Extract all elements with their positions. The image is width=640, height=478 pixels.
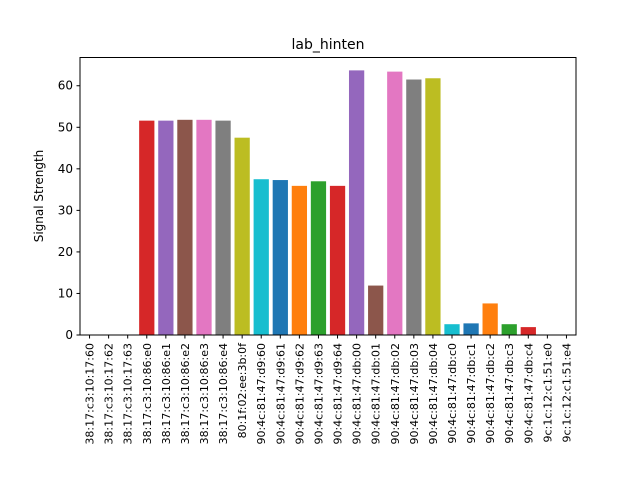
bar — [158, 120, 174, 335]
x-tick-label: 38:17:c3:10:86:e2 — [179, 343, 192, 444]
x-tick-label: 90:4c:81:47:d9:63 — [312, 343, 325, 445]
x-tick-label: 90:4c:81:47:db:04 — [427, 343, 440, 445]
y-tick-label: 10 — [58, 286, 73, 300]
y-tick-label: 50 — [58, 120, 73, 134]
x-tick-label: 38:17:c3:10:17:62 — [103, 343, 116, 445]
x-tick-label: 90:4c:81:47:db:c2 — [484, 343, 497, 444]
y-axis: 0 10 20 30 40 50 60 — [58, 79, 80, 342]
bar — [348, 70, 365, 335]
bar — [482, 303, 498, 335]
bar — [272, 180, 288, 335]
plot-area-frame — [79, 57, 577, 336]
x-tick-label: 90:4c:81:47:db:03 — [408, 343, 421, 445]
x-tick-label: 90:4c:81:47:d9:61 — [274, 343, 287, 445]
y-tick-label: 0 — [65, 328, 73, 342]
x-tick-label: 38:17:c3:10:17:60 — [84, 343, 97, 445]
bar — [387, 71, 403, 336]
bar — [425, 78, 441, 336]
x-tick-label: 38:17:c3:10:86:e0 — [141, 343, 154, 444]
x-tick-label: 90:4c:81:47:db:02 — [389, 343, 402, 445]
y-tick-label: 60 — [58, 79, 73, 93]
x-tick-label: 38:17:c3:10:17:63 — [122, 343, 135, 445]
x-tick-label: 80:1f:02:ee:3b:0f — [236, 342, 249, 439]
x-tick-label: 90:4c:81:47:d9:60 — [255, 343, 268, 445]
x-tick-label: 9c:1c:12:c1:51:e0 — [541, 343, 554, 442]
bar — [177, 119, 193, 335]
bar — [368, 285, 384, 335]
y-tick-label: 40 — [58, 162, 73, 176]
x-tick-label: 90:4c:81:47:db:00 — [351, 343, 364, 445]
bar — [234, 137, 250, 335]
x-tick-label: 90:4c:81:47:d9:64 — [332, 343, 345, 445]
x-tick-label: 38:17:c3:10:86:e4 — [217, 343, 230, 444]
x-tick-label: 90:4c:81:47:db:c0 — [446, 343, 459, 444]
bar — [463, 323, 479, 335]
y-tick-label: 30 — [58, 203, 73, 217]
bar — [253, 179, 269, 335]
x-tick-label: 90:4c:81:47:db:c4 — [522, 343, 535, 444]
y-tick-label: 20 — [58, 245, 73, 259]
x-tick-label: 90:4c:81:47:db:01 — [370, 343, 383, 445]
bar — [444, 324, 460, 335]
x-tick-label: 90:4c:81:47:db:c3 — [503, 343, 516, 444]
bar — [196, 119, 212, 335]
y-axis-label: Signal Strength — [32, 150, 46, 243]
bar — [139, 120, 155, 335]
x-tick-label: 90:4c:81:47:d9:62 — [293, 343, 306, 445]
x-tick-label: 90:4c:81:47:db:c1 — [465, 343, 478, 444]
chart-title: lab_hinten — [292, 37, 365, 53]
bar — [329, 185, 346, 335]
x-tick-label: 38:17:c3:10:86:e3 — [198, 343, 211, 444]
bar — [215, 120, 231, 335]
x-tick-label: 38:17:c3:10:86:e1 — [160, 343, 173, 444]
bars-group — [139, 70, 536, 336]
bar — [501, 324, 517, 335]
x-axis: 38:17:c3:10:17:60 38:17:c3:10:17:62 38:17:… — [84, 335, 573, 445]
bar — [520, 327, 536, 335]
bar — [291, 185, 308, 335]
bar — [406, 79, 422, 336]
bar — [310, 181, 327, 335]
x-tick-label: 9c:1c:12:c1:51:e4 — [560, 343, 573, 442]
